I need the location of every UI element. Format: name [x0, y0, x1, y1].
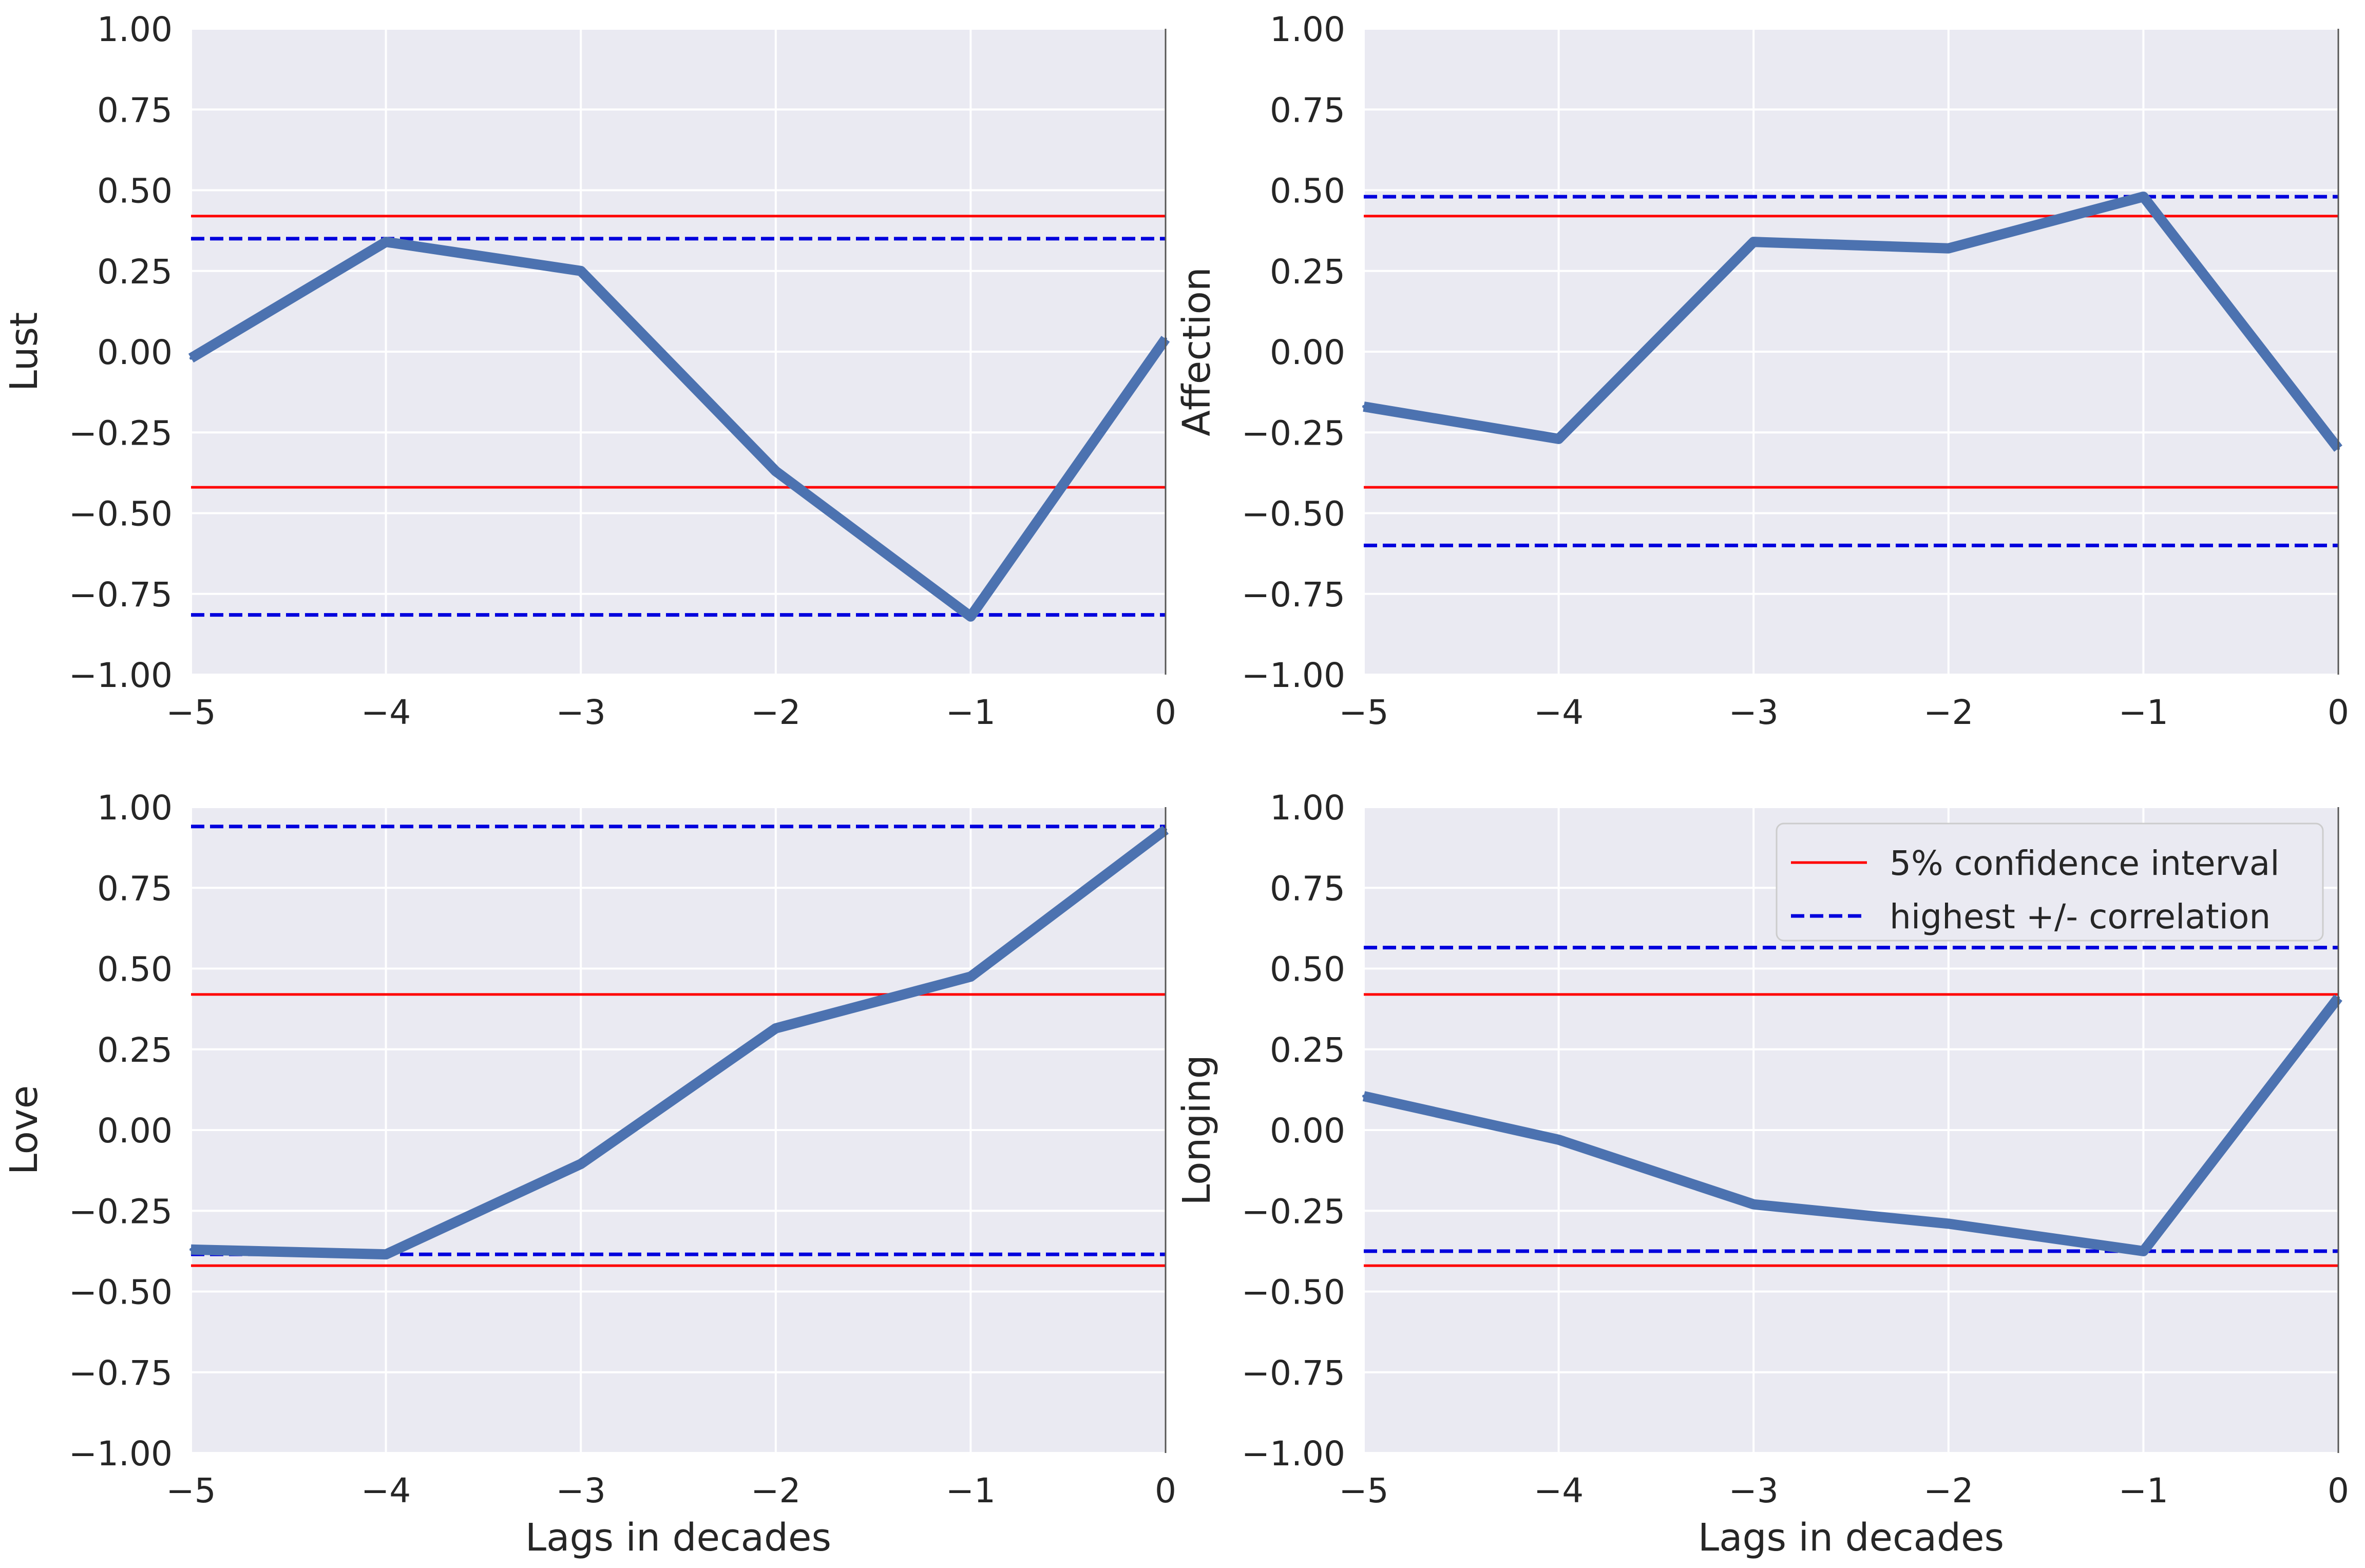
series-line — [188, 237, 1170, 622]
y-tick-label: 1.00 — [97, 10, 173, 49]
x-tick-label: −5 — [1339, 693, 1388, 732]
x-tick-label: 0 — [2328, 693, 2349, 732]
data-point — [1557, 1138, 1560, 1141]
y-tick-label: −0.75 — [1242, 575, 1345, 615]
y-axis-label: Affection — [1175, 267, 1219, 436]
data-point — [1752, 1202, 1756, 1206]
y-tick-label: −0.25 — [69, 1192, 173, 1231]
x-tick-label: −1 — [2119, 693, 2168, 732]
legend-label: highest +/- correlation — [1890, 897, 2271, 936]
y-tick-label: 0.75 — [1270, 90, 1345, 130]
x-axis-label: Lags in decades — [525, 1516, 831, 1560]
y-axis-label: Longing — [1175, 1055, 1219, 1206]
y-tick-label: 0.00 — [1270, 333, 1345, 372]
data-point — [969, 975, 972, 979]
y-tick-label: −0.25 — [1242, 413, 1345, 453]
x-tick-label: −3 — [556, 693, 606, 732]
data-point — [2142, 195, 2145, 199]
y-tick-label: −1.00 — [69, 1434, 173, 1474]
x-tick-label: −1 — [946, 1471, 996, 1510]
y-tick-label: −0.75 — [69, 1353, 173, 1393]
legend-box — [1776, 823, 2324, 942]
legend-label: 5% confidence interval — [1890, 844, 2280, 883]
data-point — [384, 1253, 388, 1256]
data-point — [1947, 1222, 1950, 1226]
subplot-longing: 1.00 0.75 0.50 0.25 0.00 −0.25 −0.50 −0.75 −1.00… — [1175, 788, 2349, 1560]
y-tick-label: −0.50 — [69, 1273, 173, 1312]
x-tick-label: −3 — [1729, 1471, 1779, 1510]
y-tick-label: −0.75 — [1242, 1353, 1345, 1393]
x-tick-label: 0 — [1155, 693, 1176, 732]
x-tick-label: −1 — [946, 693, 996, 732]
data-point — [2142, 1249, 2145, 1253]
y-tick-label: 0.00 — [1270, 1111, 1345, 1151]
y-tick-label: 0.50 — [97, 950, 173, 989]
y-tick-label: 0.25 — [1270, 252, 1345, 292]
y-tick-label: 0.50 — [1270, 950, 1345, 989]
legend: 5% confidence interval highest +/- correl… — [1776, 823, 2324, 942]
x-tick-label: −3 — [1729, 693, 1779, 732]
y-tick-label: 1.00 — [97, 788, 173, 828]
y-tick-label: 0.75 — [1270, 869, 1345, 908]
y-tick-label: −0.25 — [69, 413, 173, 453]
data-point — [969, 615, 972, 618]
y-tick-label: 0.25 — [97, 1030, 173, 1070]
x-tick-label: −4 — [1534, 1471, 1584, 1510]
y-tick-label: −1.00 — [1242, 1434, 1345, 1474]
y-tick-label: 0.75 — [97, 869, 173, 908]
y-tick-label: 0.50 — [1270, 171, 1345, 211]
x-tick-label: 0 — [1155, 1471, 1176, 1510]
y-tick-label: 1.00 — [1270, 10, 1345, 49]
y-tick-label: −1.00 — [1242, 656, 1345, 695]
x-tick-label: −1 — [2119, 1471, 2168, 1510]
x-tick-label: −5 — [166, 693, 216, 732]
data-point — [189, 1248, 193, 1251]
y-tick-label: −0.50 — [1242, 494, 1345, 534]
data-point — [1362, 405, 1365, 408]
data-point — [774, 469, 777, 473]
y-axis-label: Love — [2, 1085, 46, 1175]
data-point — [384, 240, 388, 244]
x-tick-label: −5 — [166, 1471, 216, 1510]
y-tick-label: −0.50 — [1242, 1273, 1345, 1312]
data-point — [1557, 437, 1560, 441]
data-point — [1752, 240, 1756, 244]
y-tick-label: 0.00 — [97, 1111, 173, 1151]
y-tick-label: 1.00 — [1270, 788, 1345, 828]
y-tick-label: 0.75 — [97, 90, 173, 130]
series-line — [190, 826, 1169, 1260]
x-axis-label: Lags in decades — [1698, 1516, 2004, 1560]
x-tick-label: −5 — [1339, 1471, 1388, 1510]
data-point — [1362, 1094, 1365, 1098]
x-tick-label: −2 — [1923, 1471, 1973, 1510]
x-tick-label: −2 — [751, 1471, 800, 1510]
x-tick-label: 0 — [2328, 1471, 2349, 1510]
y-axis-label: Lust — [2, 312, 46, 391]
series-line — [1363, 192, 2342, 452]
y-tick-label: 0.00 — [97, 333, 173, 372]
data-point — [1947, 246, 1950, 250]
x-tick-label: −2 — [1923, 693, 1973, 732]
subplot-love: 1.00 0.75 0.50 0.25 0.00 −0.25 −0.50 −0.75 −1.00… — [2, 788, 1176, 1560]
y-tick-label: 0.25 — [1270, 1030, 1345, 1070]
x-tick-label: −4 — [1534, 693, 1584, 732]
data-point — [189, 356, 193, 360]
subplot-affection: 1.00 0.75 0.50 0.25 0.00 −0.25 −0.50 −0.75 −1.00… — [1175, 10, 2349, 732]
subplot-lust: 1.00 0.75 0.50 0.25 0.00 −0.25 −0.50 −0.75 −1.00… — [2, 10, 1176, 732]
y-tick-label: −1.00 — [69, 656, 173, 695]
x-tick-label: −2 — [751, 693, 800, 732]
x-tick-label: −4 — [361, 693, 411, 732]
y-tick-label: −0.25 — [1242, 1192, 1345, 1231]
data-point — [774, 1026, 777, 1030]
x-tick-label: −3 — [556, 1471, 606, 1510]
data-point — [579, 1162, 583, 1166]
series-line — [1362, 995, 2342, 1256]
x-tick-label: −4 — [361, 1471, 411, 1510]
y-tick-label: −0.50 — [69, 494, 173, 534]
y-tick-label: −0.75 — [69, 575, 173, 615]
y-tick-label: 0.25 — [97, 252, 173, 292]
data-point — [579, 269, 583, 273]
y-tick-label: 0.50 — [97, 171, 173, 211]
